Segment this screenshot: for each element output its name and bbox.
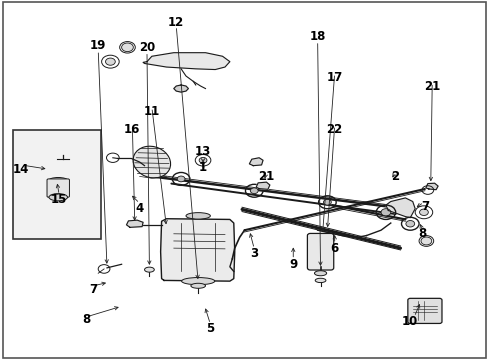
- Text: 21: 21: [258, 170, 274, 183]
- Ellipse shape: [185, 213, 210, 219]
- Circle shape: [122, 43, 133, 51]
- Text: 8: 8: [418, 227, 426, 240]
- Polygon shape: [249, 158, 263, 166]
- Text: 3: 3: [250, 247, 258, 260]
- Polygon shape: [256, 182, 269, 189]
- Text: 5: 5: [206, 322, 214, 335]
- Text: 1: 1: [199, 161, 207, 174]
- Text: 20: 20: [139, 41, 155, 54]
- Circle shape: [323, 199, 330, 205]
- Text: 10: 10: [401, 315, 418, 328]
- Text: 22: 22: [326, 123, 342, 136]
- FancyBboxPatch shape: [407, 298, 441, 323]
- Text: 6: 6: [330, 242, 338, 255]
- Polygon shape: [160, 219, 234, 281]
- Bar: [13, 130, 101, 239]
- Ellipse shape: [133, 146, 170, 178]
- Text: 13: 13: [195, 145, 211, 158]
- Ellipse shape: [49, 194, 67, 201]
- Text: 11: 11: [143, 105, 160, 118]
- Text: 9: 9: [288, 258, 297, 271]
- FancyBboxPatch shape: [47, 179, 69, 197]
- Circle shape: [199, 157, 206, 163]
- Circle shape: [405, 221, 414, 227]
- Ellipse shape: [314, 271, 326, 276]
- Text: 7: 7: [89, 283, 97, 296]
- Text: 15: 15: [51, 193, 67, 206]
- Polygon shape: [425, 183, 437, 190]
- Text: 18: 18: [309, 30, 325, 43]
- Text: 16: 16: [124, 123, 140, 136]
- Text: 2: 2: [391, 170, 399, 183]
- Polygon shape: [385, 198, 414, 218]
- Circle shape: [59, 145, 67, 151]
- Circle shape: [419, 209, 427, 216]
- Polygon shape: [173, 85, 188, 92]
- Ellipse shape: [190, 283, 205, 288]
- Text: 19: 19: [90, 39, 106, 52]
- Ellipse shape: [48, 177, 68, 184]
- Polygon shape: [143, 53, 229, 69]
- Text: 21: 21: [423, 80, 440, 93]
- Circle shape: [250, 188, 258, 194]
- Polygon shape: [126, 220, 143, 227]
- Text: 7: 7: [420, 201, 428, 213]
- Text: 12: 12: [168, 16, 184, 29]
- Text: 8: 8: [81, 313, 90, 327]
- Circle shape: [420, 237, 431, 245]
- Ellipse shape: [144, 267, 154, 272]
- Text: 14: 14: [13, 163, 29, 176]
- FancyBboxPatch shape: [307, 233, 333, 270]
- Circle shape: [380, 209, 390, 216]
- Text: 17: 17: [326, 71, 342, 84]
- Text: 4: 4: [135, 202, 143, 215]
- Ellipse shape: [181, 278, 214, 285]
- Circle shape: [177, 176, 184, 182]
- Circle shape: [105, 58, 115, 65]
- Ellipse shape: [315, 278, 325, 283]
